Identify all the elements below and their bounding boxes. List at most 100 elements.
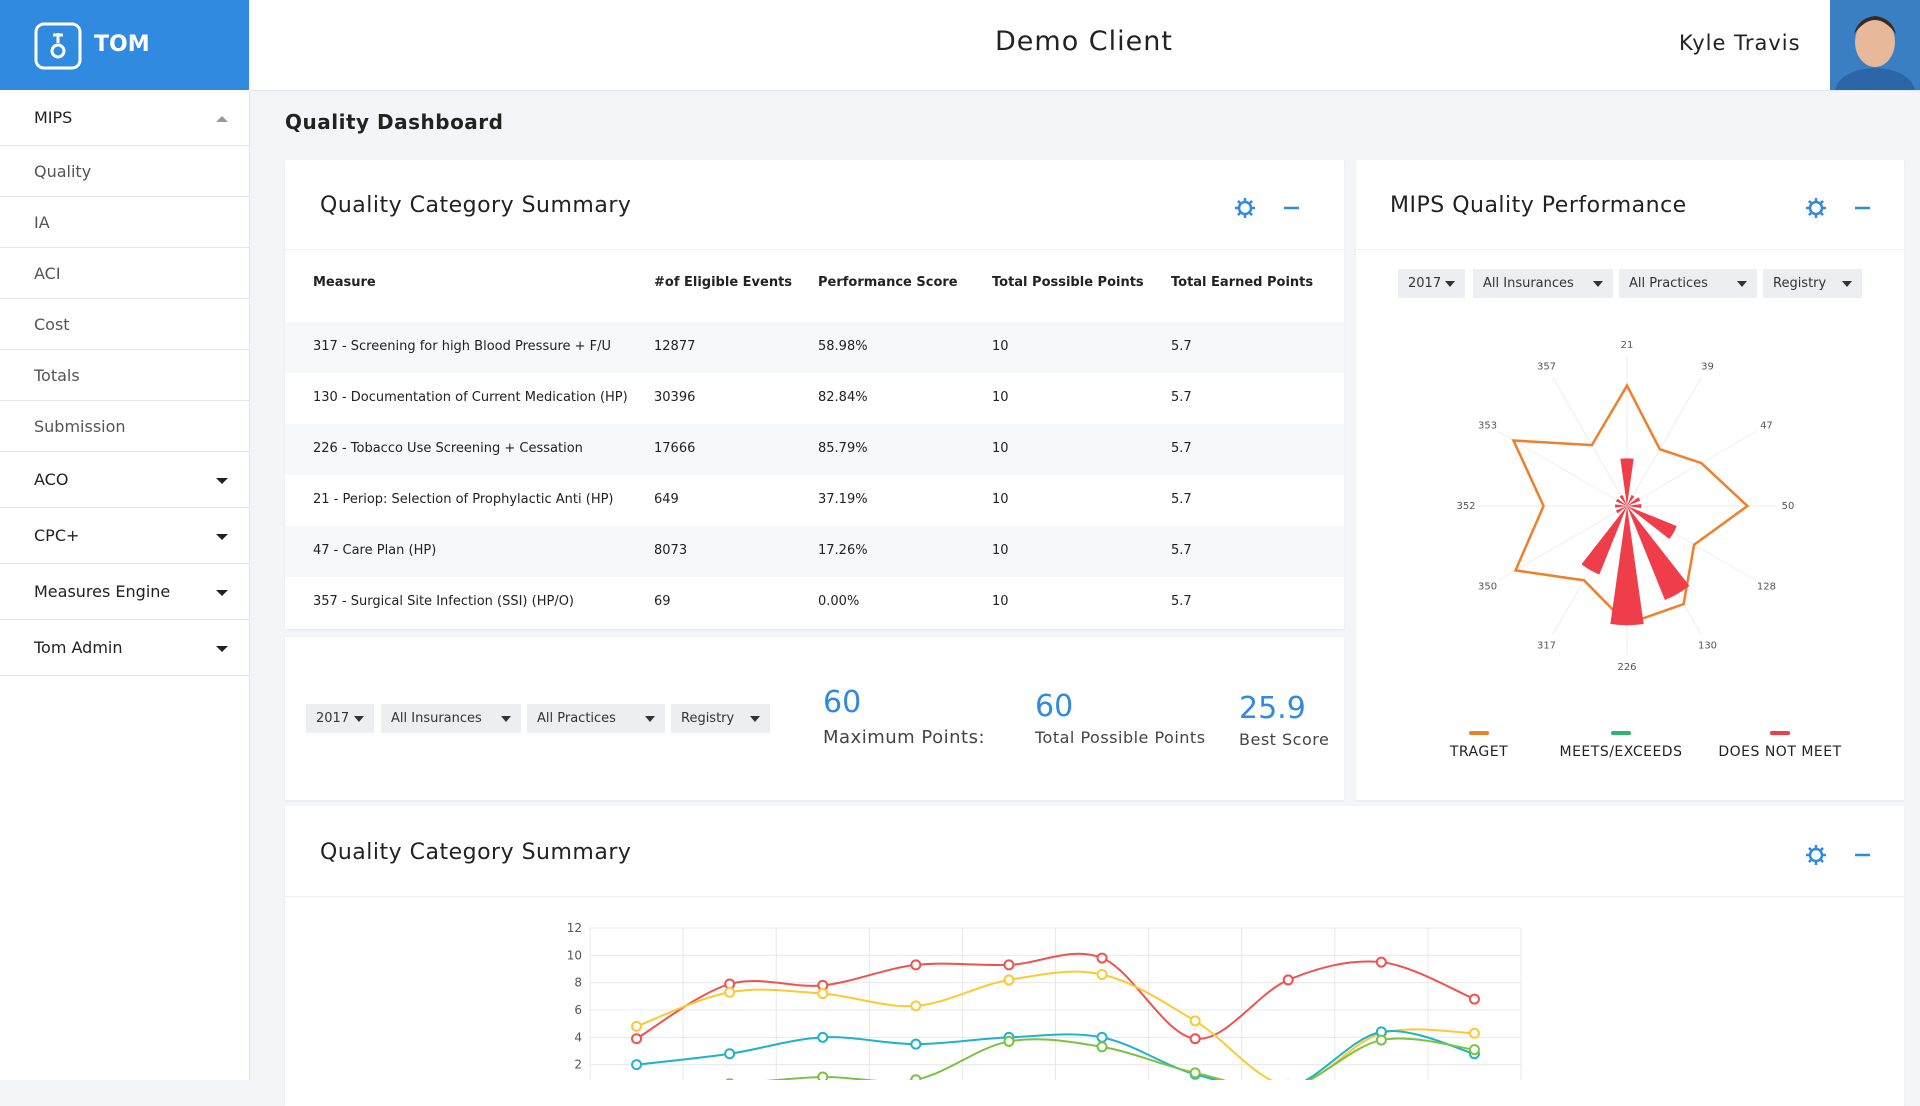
series-point	[1468, 993, 1480, 1005]
radar-axis-label: 353	[1478, 421, 1497, 432]
nav-section[interactable]: MIPS	[0, 90, 249, 146]
settings-icon[interactable]	[1808, 200, 1824, 216]
table-cell: 226 - Tobacco Use Screening + Cessation	[313, 441, 583, 456]
nav-item[interactable]: Totals	[0, 350, 249, 401]
series-line	[636, 952, 1475, 1040]
table-cell: 17666	[654, 441, 696, 456]
table-cell: 69	[654, 594, 671, 609]
caret	[216, 646, 228, 652]
settings-icon-tooth	[1808, 859, 1812, 863]
filter-dropdown[interactable]: 2017	[1398, 269, 1465, 298]
series-point	[910, 959, 922, 971]
stat-value: 60	[1035, 689, 1074, 724]
radar-wedge	[1620, 458, 1634, 506]
y-tick-label: 2	[574, 1058, 582, 1072]
table-cell: 10	[992, 441, 1009, 456]
caret	[216, 116, 228, 122]
stat-label: Total Possible Points	[1035, 728, 1206, 747]
nav-item[interactable]: Quality	[0, 146, 249, 197]
series-point	[910, 1074, 922, 1080]
table-cell: 10	[992, 339, 1009, 354]
logo-icon	[34, 22, 82, 70]
nav-caret	[216, 646, 228, 652]
radar-card: MIPS Quality Performance 21 39 47 50 128 130 2…	[1356, 160, 1904, 800]
nav-item[interactable]: IA	[0, 197, 249, 248]
nav-section[interactable]: Tom Admin	[0, 620, 249, 676]
settings-icon-tooth	[1820, 847, 1824, 851]
filter-dropdown[interactable]: All Practices	[527, 704, 665, 733]
y-tick-label: 10	[567, 948, 582, 962]
row-stripe	[285, 526, 1344, 577]
radar-axis-label: 21	[1621, 340, 1634, 351]
table-cell: 5.7	[1171, 543, 1192, 558]
table-cell: 5.7	[1171, 492, 1192, 507]
card-icons	[1235, 198, 1299, 218]
series-point	[1003, 1035, 1015, 1047]
series-line	[636, 1029, 1475, 1080]
page-title: Quality Dashboard	[285, 110, 504, 134]
filter-dropdown[interactable]: 2017	[306, 704, 374, 733]
stat-label: Best Score	[1239, 730, 1330, 749]
series-point	[910, 1000, 922, 1012]
topbar: Demo Client Kyle Travis	[249, 0, 1920, 91]
logo[interactable]: TOM	[0, 0, 249, 90]
settings-icon[interactable]	[1808, 847, 1824, 863]
series-point	[1096, 968, 1108, 980]
table-cell: 10	[992, 390, 1009, 405]
summary-card: Quality Category Summary Measure #of Elig…	[285, 160, 1344, 629]
radar-wedge	[1627, 506, 1690, 600]
nav-item[interactable]: ACI	[0, 248, 249, 299]
legend-swatch	[1611, 731, 1631, 735]
nav-caret	[216, 116, 228, 122]
radar-axis-label: 128	[1757, 582, 1776, 593]
table-cell: 82.84%	[818, 390, 868, 405]
table-cell: 47 - Care Plan (HP)	[313, 543, 437, 558]
column-header: Performance Score	[818, 275, 958, 290]
radar-wedge	[1627, 494, 1635, 506]
user-name[interactable]: Kyle Travis	[1679, 31, 1801, 55]
nav-item[interactable]: Cost	[0, 299, 249, 350]
line-chart: 024681012	[567, 921, 1522, 1080]
series-point	[1189, 1067, 1201, 1079]
y-tick-label: 6	[574, 1003, 582, 1017]
table-cell: 0.00%	[818, 594, 860, 609]
row-stripe	[285, 322, 1344, 373]
series-point	[1189, 1033, 1201, 1045]
radar-spoke	[1497, 431, 1628, 507]
series-point	[724, 1048, 736, 1060]
radar-axis-label: 39	[1701, 362, 1714, 373]
nav-section[interactable]: ACO	[0, 452, 249, 508]
avatar[interactable]	[1830, 0, 1920, 90]
table-cell: 12877	[654, 339, 696, 354]
series-point	[817, 1071, 829, 1080]
caret	[216, 534, 228, 540]
radar-wedge	[1627, 504, 1642, 508]
table-cell: 649	[654, 492, 679, 507]
nav-item[interactable]: Submission	[0, 401, 249, 452]
nav-section[interactable]: Measures Engine	[0, 564, 249, 620]
sidebar: MIPS Quality IA ACI Cost Totals Submission ACO C…	[0, 90, 250, 1080]
series-point	[631, 1033, 643, 1045]
radar-axis-label: 50	[1782, 501, 1795, 512]
table-cell: 5.7	[1171, 441, 1192, 456]
series-point	[1003, 959, 1015, 971]
nav-section[interactable]: CPC+	[0, 508, 249, 564]
line-card: Quality Category Summary 024681012	[285, 806, 1904, 1106]
settings-icon[interactable]	[1237, 200, 1253, 216]
settings-icon-tooth	[1249, 200, 1253, 204]
series-point	[724, 986, 736, 998]
radar-axis-label: 317	[1537, 640, 1556, 651]
settings-icon-tooth	[1237, 212, 1241, 216]
table-cell: 5.7	[1171, 594, 1192, 609]
divider	[1356, 249, 1904, 250]
stat-label: Maximum Points:	[823, 727, 986, 748]
y-tick-label: 4	[574, 1030, 582, 1044]
filter-dropdown[interactable]: All Practices	[1619, 269, 1757, 298]
radar-wedge	[1615, 506, 1627, 514]
filter-dropdown[interactable]: Registry	[1763, 269, 1862, 298]
filter-dropdown[interactable]: Registry	[671, 704, 770, 733]
series-point	[1096, 1031, 1108, 1043]
filter-dropdown[interactable]: All Insurances	[381, 704, 521, 733]
filter-dropdown[interactable]: All Insurances	[1473, 269, 1613, 298]
radar-wedge	[1610, 506, 1644, 626]
